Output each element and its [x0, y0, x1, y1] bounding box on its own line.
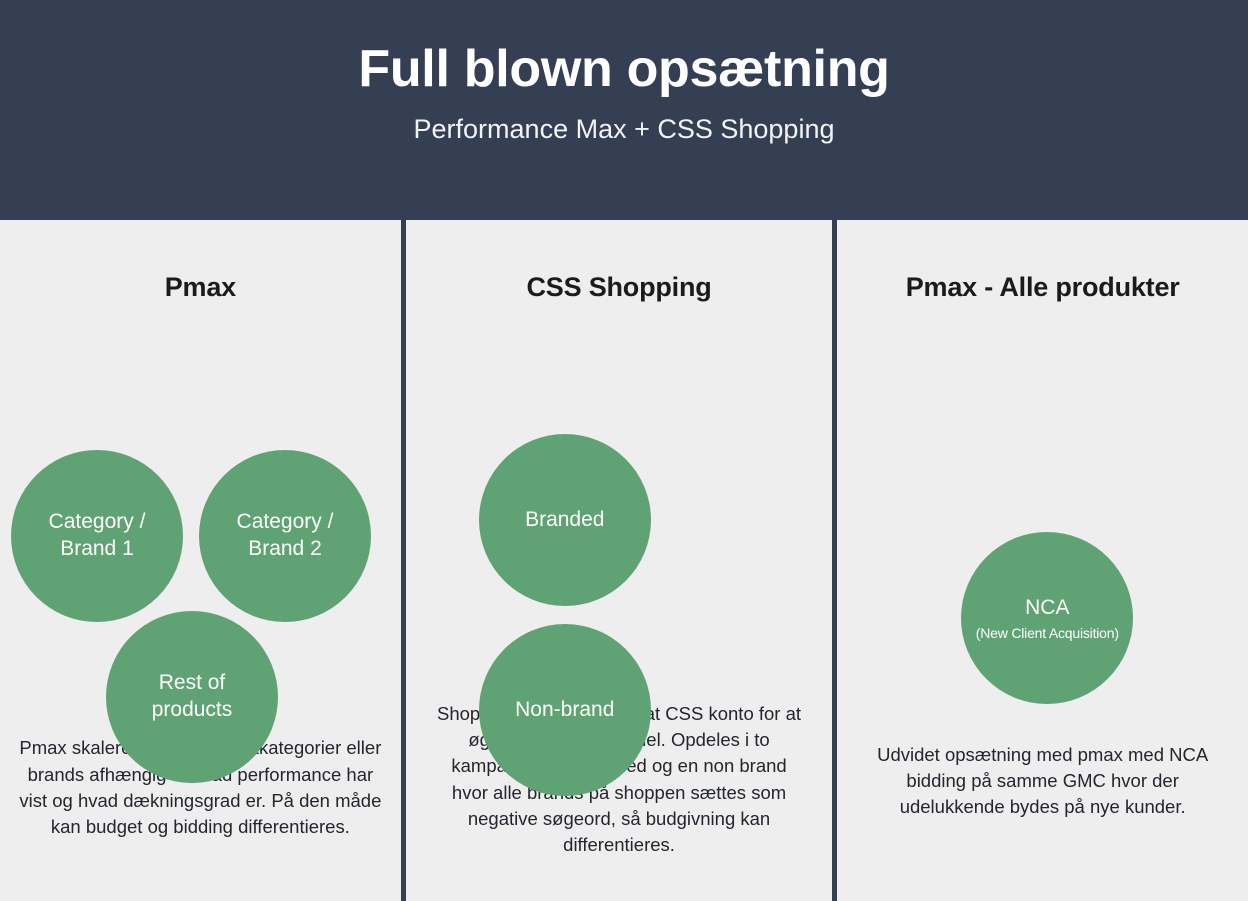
- circle-label: Non-brand: [515, 697, 615, 721]
- columns-container: Pmax Category / Brand 1 Category / Brand…: [0, 220, 1248, 901]
- circle-area-pmax-alle-produkter: NCA (New Client Acquisition): [837, 303, 1248, 723]
- slide-header: Full blown opsætning Performance Max + C…: [0, 0, 1248, 220]
- circle-area-pmax: Category / Brand 1 Category / Brand 2 Re…: [0, 303, 401, 783]
- column-title-pmax: Pmax: [164, 272, 236, 302]
- column-pmax-alle-produkter: Pmax - Alle produkter NCA (New Client Ac…: [837, 220, 1248, 901]
- column-css-shopping: CSS Shopping Branded Non-brand Shopping …: [406, 220, 833, 901]
- column-divider-2: [832, 220, 838, 901]
- page-title: Full blown opsætning: [358, 40, 890, 98]
- circle-category-brand-1: Category / Brand 1: [11, 450, 183, 622]
- circle-label: Rest of products: [151, 671, 233, 721]
- column-body-pmax-alle-produkter: Udvidet opsætning med pmax med NCA biddi…: [877, 743, 1209, 818]
- circle-nca: NCA (New Client Acquisition): [961, 532, 1134, 704]
- column-divider-1: [400, 220, 406, 901]
- column-title-pmax-alle-produkter: Pmax - Alle produkter: [905, 272, 1180, 302]
- circle-rest-of-products: Rest of products: [106, 611, 278, 783]
- circle-non-brand: Non-brand: [478, 624, 651, 796]
- circle-sublabel: (New Client Acquisition): [975, 624, 1119, 641]
- column-title-css-shopping: CSS Shopping: [526, 272, 712, 302]
- column-pmax: Pmax Category / Brand 1 Category / Brand…: [0, 220, 401, 901]
- circle-label: Category / Brand 2: [236, 510, 334, 560]
- circle-label: Category / Brand 1: [48, 510, 146, 560]
- circle-label: NCA: [1025, 595, 1070, 619]
- circle-category-brand-2: Category / Brand 2: [199, 450, 371, 622]
- column-body-pmax: Pmax skaleres ud på produktkategorier el…: [19, 737, 382, 838]
- circle-label: Branded: [525, 507, 605, 531]
- circle-branded: Branded: [478, 434, 651, 606]
- circle-area-css-shopping: Branded Non-brand: [406, 303, 833, 796]
- page-subtitle: Performance Max + CSS Shopping: [413, 113, 835, 144]
